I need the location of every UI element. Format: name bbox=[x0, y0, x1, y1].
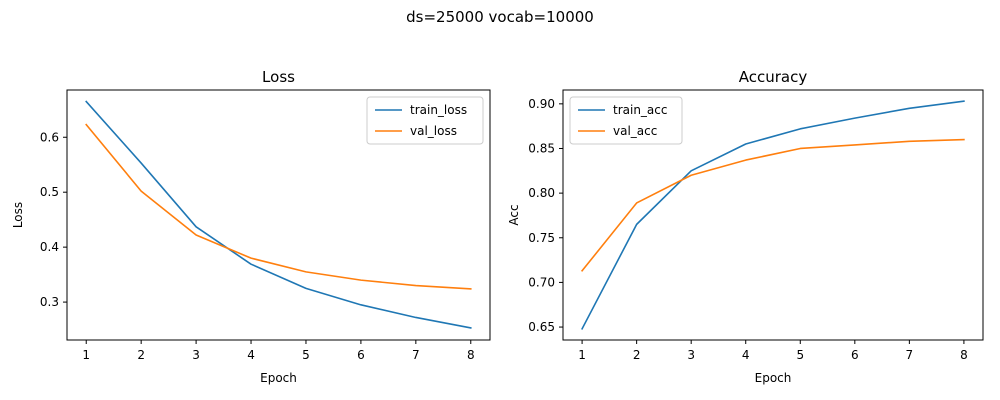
chart-1-x-tick-label: 1 bbox=[578, 348, 586, 362]
chart-0-legend-box bbox=[366, 96, 484, 145]
chart-1-series-line-train_acc bbox=[581, 100, 965, 330]
chart-1-x-tick-label: 3 bbox=[687, 348, 695, 362]
chart-1-y-tick-label: 0.70 bbox=[528, 275, 555, 289]
chart-1-title: Accuracy bbox=[739, 68, 808, 86]
chart-0-x-tick-label: 4 bbox=[247, 348, 255, 362]
chart-0-x-tick-label: 3 bbox=[192, 348, 200, 362]
chart-1-legend: train_acc val_acc bbox=[569, 96, 683, 145]
accuracy-chart: 1 2 3 4 5 6 7 8 0.65 0.70 0.75 0.80 0.85 0.90 Accuracy… bbox=[507, 68, 984, 385]
chart-0-plot-frame bbox=[66, 89, 491, 341]
chart-1-series-line-val_acc bbox=[580, 138, 965, 272]
chart-0-series-line-val_loss bbox=[85, 123, 472, 290]
chart-1-x-tick-label: 5 bbox=[796, 348, 804, 362]
chart-1-x-tick-label: 2 bbox=[633, 348, 641, 362]
chart-0-y-tick-label: 0.4 bbox=[40, 240, 59, 254]
chart-0-legend: train_loss val_loss bbox=[366, 96, 484, 145]
chart-0-legend-label-val_loss: val_loss bbox=[410, 124, 457, 138]
chart-1-y-tick-label: 0.80 bbox=[528, 186, 555, 200]
chart-1-legend-label-train_acc: train_acc bbox=[613, 103, 667, 117]
chart-0-x-axis-label: Epoch bbox=[260, 371, 297, 385]
chart-1-x-tick-label: 7 bbox=[906, 348, 914, 362]
chart-0-x-tick-label: 6 bbox=[357, 348, 365, 362]
chart-0-y-tick-label: 0.6 bbox=[40, 130, 59, 144]
chart-1-y-tick-label: 0.90 bbox=[528, 97, 555, 111]
chart-1-y-tick-label: 0.75 bbox=[528, 231, 555, 245]
chart-1-y-axis-label: Acc bbox=[507, 204, 521, 225]
chart-1-legend-label-val_acc: val_acc bbox=[613, 124, 657, 138]
chart-1-x-tick-label: 8 bbox=[960, 348, 968, 362]
chart-0-series-line-train_loss bbox=[85, 100, 472, 329]
chart-1-plot-frame bbox=[562, 89, 984, 341]
chart-1-x-axis-label: Epoch bbox=[755, 371, 792, 385]
chart-1-y-tick-label: 0.85 bbox=[528, 141, 555, 155]
chart-0-y-tick-label: 0.3 bbox=[40, 295, 59, 309]
chart-1-x-tick-label: 6 bbox=[851, 348, 859, 362]
chart-0-x-tick-label: 1 bbox=[82, 348, 90, 362]
chart-0-x-tick-label: 7 bbox=[412, 348, 420, 362]
chart-1-y-tick-label: 0.65 bbox=[528, 320, 555, 334]
figure-suptitle: ds=25000 vocab=10000 bbox=[406, 8, 594, 26]
chart-0-x-tick-label: 2 bbox=[137, 348, 145, 362]
chart-0-legend-label-train_loss: train_loss bbox=[410, 103, 467, 117]
chart-0-y-tick-label: 0.5 bbox=[40, 185, 59, 199]
chart-0-x-tick-label: 8 bbox=[467, 348, 475, 362]
chart-0-x-tick-label: 5 bbox=[302, 348, 310, 362]
chart-1-x-tick-label: 4 bbox=[742, 348, 750, 362]
chart-1-legend-box bbox=[569, 96, 683, 145]
loss-chart: 1 2 3 4 5 6 7 8 0.3 0.4 0.5 0.6 Loss Epoch Loss train_l… bbox=[11, 68, 491, 385]
chart-0-y-axis-label: Loss bbox=[11, 202, 25, 228]
chart-0-title: Loss bbox=[262, 68, 295, 86]
